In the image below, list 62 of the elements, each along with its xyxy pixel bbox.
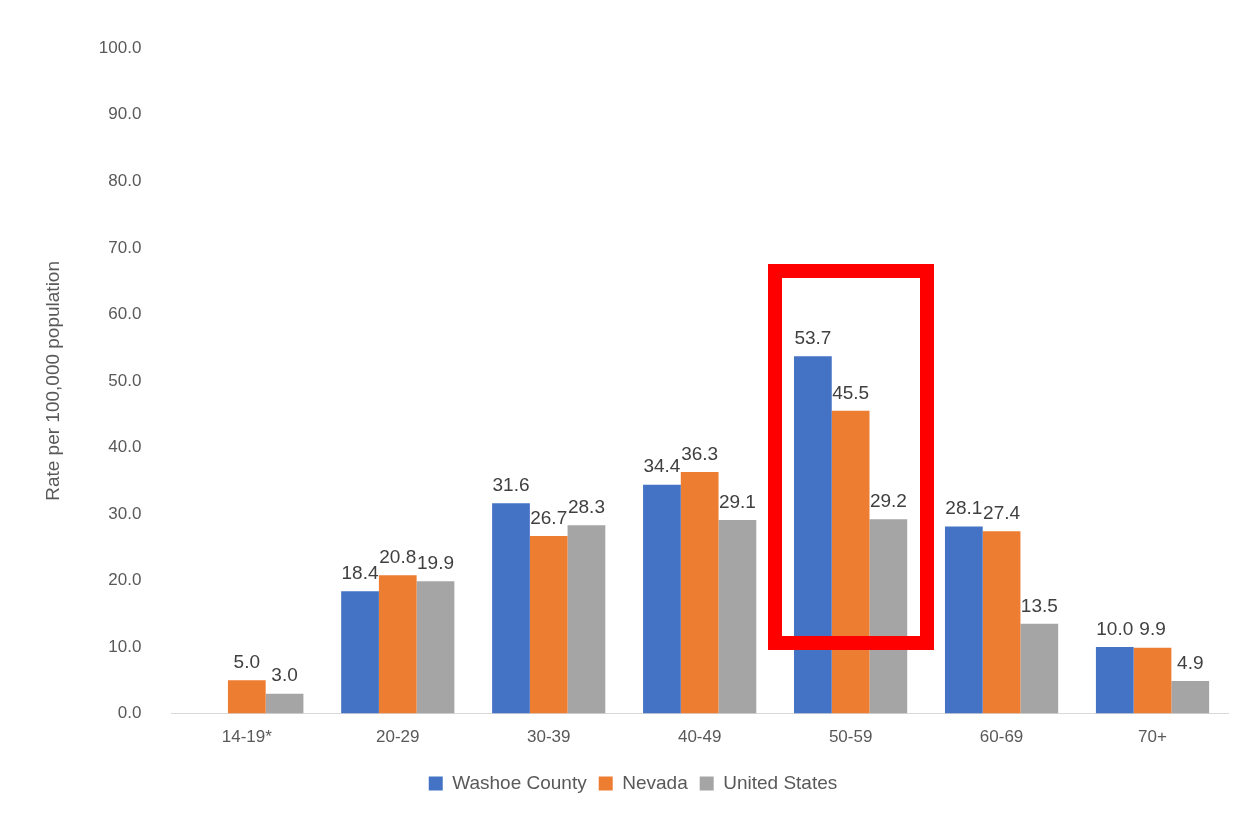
x-tick-label: 60-69 [979,727,1024,747]
data-label: 26.7 [530,506,568,528]
x-tick-label: 40-49 [677,727,722,747]
bar [227,680,266,714]
y-tick-label: 90.0 [108,104,142,124]
bar [1020,623,1059,714]
data-label: 34.4 [643,455,681,477]
data-label: 19.9 [417,551,454,573]
y-tick-label: 0.0 [117,703,142,723]
x-tick-label: 14-19* [221,727,273,747]
y-tick-label: 10.0 [108,636,142,656]
bar [341,591,379,714]
x-tick-label: 30-39 [526,727,571,747]
data-label: 27.4 [983,502,1021,524]
y-tick-label: 70.0 [108,237,142,257]
bar [831,410,870,714]
bar [567,525,606,714]
x-tick-label: 70+ [1138,727,1168,747]
bar [1133,647,1172,714]
data-label: 9.9 [1139,618,1166,640]
legend-label: Washoe County [452,771,588,793]
data-label: 5.0 [233,651,261,673]
bar [869,519,908,714]
y-tick-label: 60.0 [108,304,142,324]
x-tick-label: 50-59 [828,727,873,747]
data-label: 45.5 [832,381,870,403]
bar [680,472,719,714]
data-label: 53.7 [794,327,832,349]
data-label: 3.0 [271,664,298,686]
data-label: 13.5 [1020,594,1058,616]
y-tick-label: 100.0 [98,37,142,57]
y-tick-label: 20.0 [108,570,142,590]
bar [1171,681,1210,714]
legend-label: Nevada [622,771,689,793]
data-label: 28.1 [945,497,983,519]
data-label: 4.9 [1177,651,1204,673]
bar [265,693,304,714]
legend-label: United States [723,771,838,793]
y-axis-title: Rate per 100,000 population [41,260,63,501]
data-label: 18.4 [341,561,379,583]
bar [944,526,983,714]
bar [982,531,1021,714]
data-label: 10.0 [1096,617,1134,639]
data-label: 29.1 [718,490,756,512]
y-tick-label: 80.0 [108,170,142,190]
data-label: 31.6 [492,474,530,496]
y-tick-label: 40.0 [108,437,142,457]
data-label: 29.2 [869,490,907,512]
data-label: 28.3 [567,496,605,518]
data-label: 36.3 [681,442,719,464]
x-tick-label: 20-29 [376,727,420,747]
bar [643,484,681,714]
bar [529,535,568,714]
y-tick-label: 30.0 [108,503,142,523]
bar [718,519,757,714]
bar [794,356,832,714]
bar [1095,647,1134,714]
y-tick-label: 50.0 [108,370,142,390]
bar [378,575,417,714]
bar [416,581,455,714]
data-label: 20.8 [379,545,417,567]
bar [492,503,530,714]
